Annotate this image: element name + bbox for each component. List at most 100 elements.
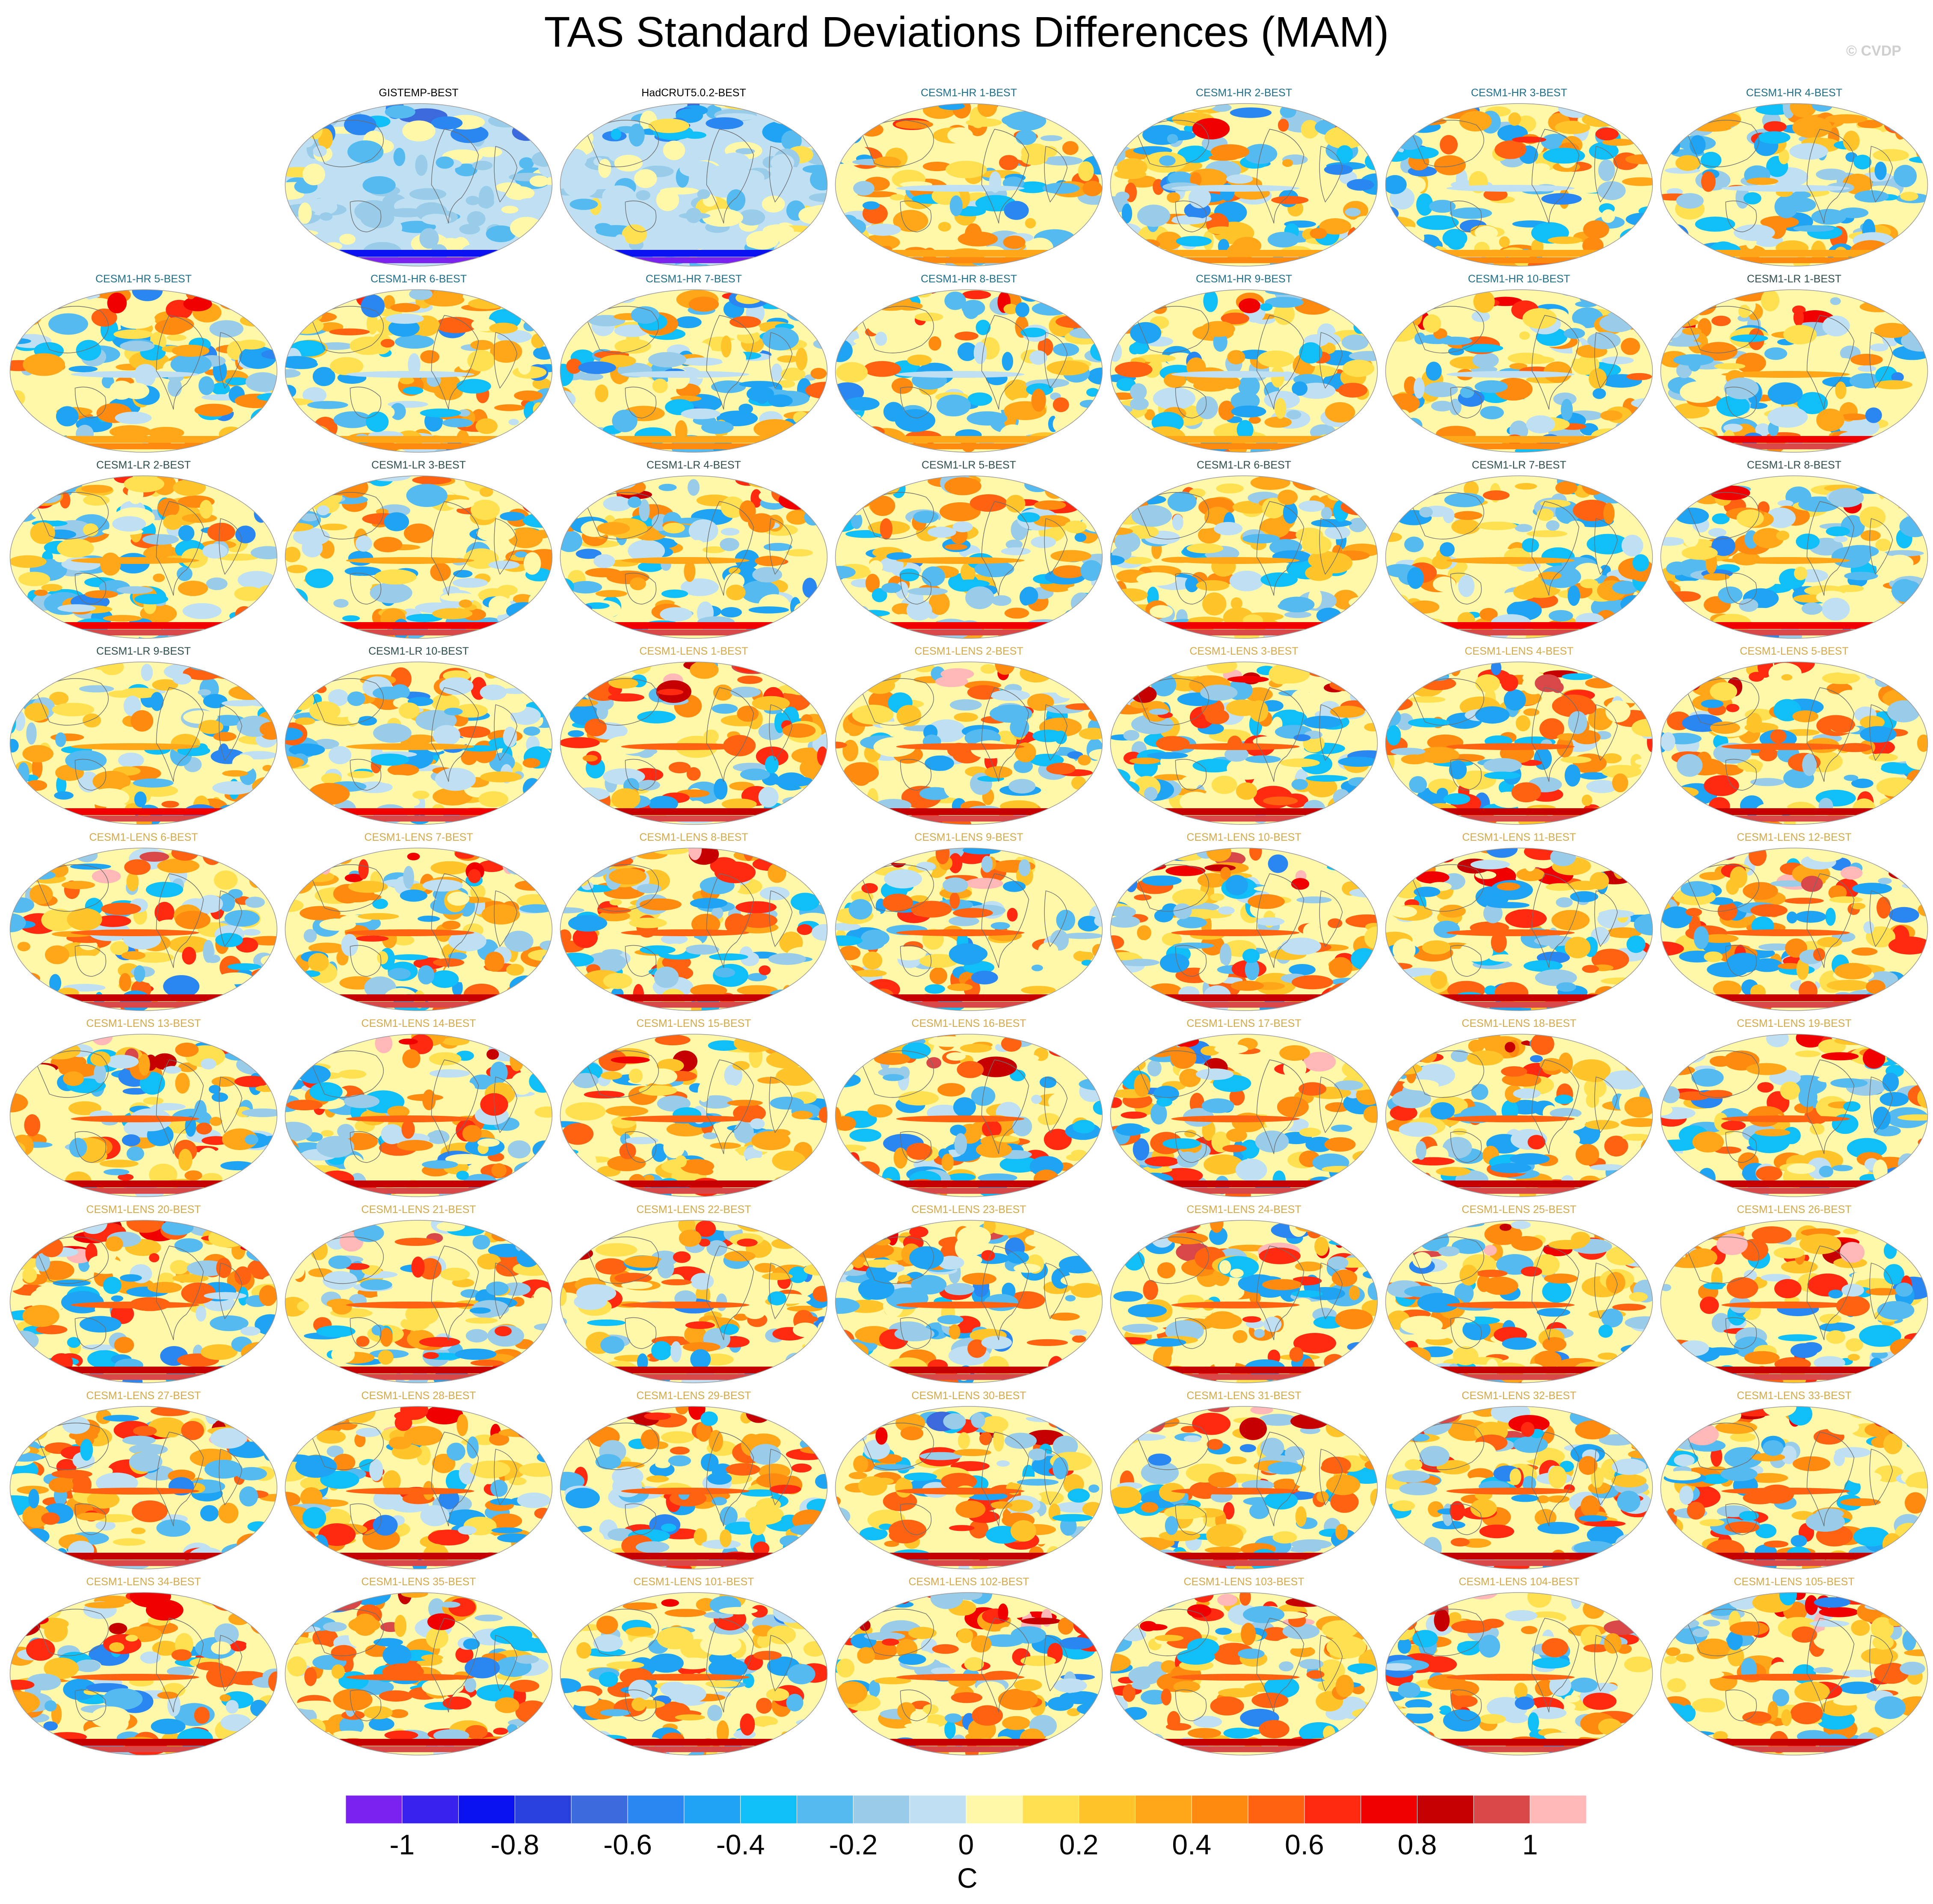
field-anomaly bbox=[954, 331, 978, 341]
field-anomaly bbox=[1172, 889, 1208, 906]
coastline bbox=[1411, 678, 1484, 726]
field-anomaly bbox=[1416, 666, 1438, 673]
field-anomaly bbox=[1207, 848, 1231, 862]
field-anomaly bbox=[1015, 302, 1029, 317]
field-anomaly bbox=[1897, 484, 1928, 494]
field-anomaly bbox=[1826, 526, 1850, 537]
coastline bbox=[431, 315, 479, 410]
field-anomaly bbox=[611, 290, 636, 299]
field-anomaly bbox=[15, 290, 48, 301]
field-anomaly bbox=[253, 434, 277, 452]
field-anomaly bbox=[10, 851, 30, 858]
field-anomaly bbox=[1084, 430, 1103, 437]
map-border bbox=[560, 661, 828, 825]
field-anomaly bbox=[1115, 191, 1130, 201]
field-anomaly bbox=[1703, 573, 1730, 581]
field-anomaly bbox=[1110, 437, 1149, 444]
field-anomaly bbox=[1254, 885, 1295, 892]
field-anomaly bbox=[319, 855, 332, 875]
field-anomaly bbox=[1329, 957, 1352, 978]
field-anomaly bbox=[1825, 114, 1868, 124]
field-anomaly bbox=[470, 884, 486, 900]
field-anomaly bbox=[1565, 937, 1591, 958]
field-anomaly bbox=[285, 258, 312, 266]
field-anomaly bbox=[1348, 794, 1361, 803]
field-anomaly bbox=[865, 574, 880, 593]
field-anomaly bbox=[560, 813, 591, 824]
field-anomaly bbox=[468, 869, 481, 884]
field-anomaly bbox=[514, 390, 543, 401]
field-anomaly bbox=[935, 848, 950, 864]
field-anomaly bbox=[1315, 476, 1339, 487]
antarctic-band bbox=[1110, 1002, 1378, 1008]
field-anomaly bbox=[430, 563, 451, 581]
field-anomaly bbox=[83, 495, 110, 506]
field-anomaly bbox=[481, 904, 520, 925]
field-anomaly bbox=[1325, 525, 1351, 540]
field-anomaly bbox=[844, 397, 880, 411]
field-anomaly bbox=[245, 896, 265, 908]
field-anomaly bbox=[1336, 145, 1353, 163]
field-anomaly bbox=[1743, 192, 1761, 205]
coastline bbox=[1725, 759, 1757, 791]
field-anomaly bbox=[1451, 519, 1480, 535]
field-anomaly bbox=[304, 871, 335, 882]
field-anomaly bbox=[528, 591, 551, 612]
map-border bbox=[285, 848, 553, 1011]
field-anomaly bbox=[408, 353, 421, 376]
field-anomaly bbox=[407, 853, 420, 860]
global-map bbox=[1385, 103, 1653, 267]
field-anomaly bbox=[1291, 779, 1308, 790]
field-anomaly bbox=[919, 954, 959, 968]
field-anomaly bbox=[1574, 563, 1603, 581]
field-anomaly bbox=[465, 196, 480, 205]
field-anomaly bbox=[133, 965, 145, 982]
southern-ocean-band bbox=[560, 250, 827, 257]
field-anomaly bbox=[1668, 591, 1701, 602]
antarctic-band bbox=[1660, 816, 1928, 822]
field-anomaly bbox=[768, 953, 806, 965]
map-border bbox=[1660, 289, 1928, 453]
field-anomaly bbox=[1426, 107, 1440, 118]
field-anomaly bbox=[1386, 976, 1404, 989]
field-anomaly bbox=[1579, 772, 1608, 780]
coastline bbox=[900, 200, 932, 232]
field-anomaly bbox=[1535, 674, 1561, 692]
field-anomaly bbox=[962, 848, 1001, 854]
field-anomaly bbox=[575, 549, 602, 559]
field-anomaly bbox=[495, 182, 522, 193]
field-anomaly bbox=[598, 907, 631, 914]
field-anomaly bbox=[403, 866, 414, 889]
field-anomaly bbox=[1320, 987, 1350, 1010]
coastline bbox=[311, 120, 384, 167]
field-anomaly bbox=[1601, 977, 1642, 985]
field-anomaly bbox=[133, 778, 174, 788]
field-anomaly bbox=[1712, 513, 1730, 525]
field-anomaly bbox=[597, 522, 630, 535]
field-anomaly bbox=[120, 688, 160, 698]
field-anomaly bbox=[531, 151, 552, 167]
field-anomaly bbox=[1120, 872, 1142, 882]
panel-title: CESM1-HR 4-BEST bbox=[1746, 87, 1843, 99]
field-anomaly bbox=[1878, 627, 1902, 638]
field-anomaly bbox=[1347, 226, 1365, 245]
field-anomaly bbox=[1701, 699, 1724, 708]
field-anomaly bbox=[31, 627, 74, 638]
coastline bbox=[1175, 945, 1207, 977]
field-anomaly bbox=[1629, 802, 1653, 814]
global-map bbox=[285, 289, 553, 453]
global-map bbox=[560, 103, 828, 267]
field-anomaly bbox=[489, 596, 511, 615]
field-anomaly bbox=[697, 189, 710, 199]
field-anomaly bbox=[523, 727, 540, 736]
antarctic-band bbox=[560, 257, 827, 264]
field-anomaly bbox=[1685, 428, 1715, 448]
field-anomaly bbox=[1433, 920, 1460, 938]
field-anomaly bbox=[212, 664, 252, 676]
field-anomaly bbox=[739, 913, 777, 928]
field-anomaly bbox=[1119, 958, 1159, 967]
coastline bbox=[74, 572, 107, 605]
field-anomaly bbox=[305, 104, 347, 119]
field-anomaly bbox=[1319, 218, 1352, 235]
field-anomaly bbox=[1249, 700, 1269, 722]
